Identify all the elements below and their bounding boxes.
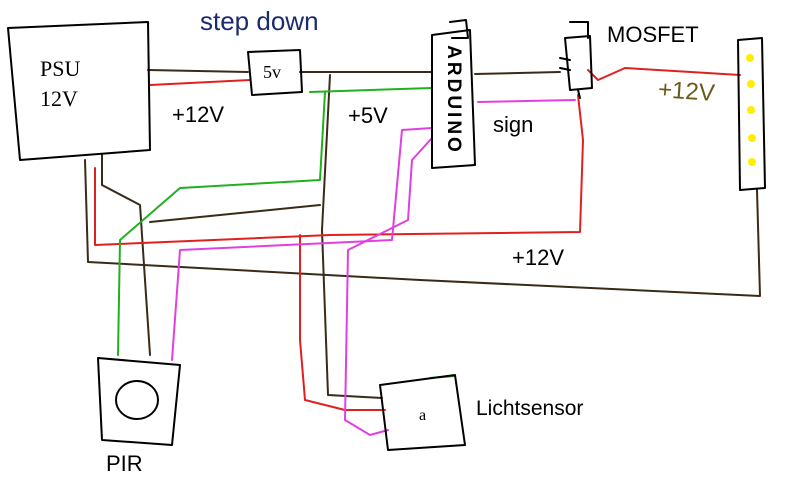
pir-sensor (97, 357, 181, 446)
lichtsensor-box (379, 374, 466, 451)
pir-label: PIR (106, 451, 143, 476)
signal-wire-arduino-sensor (344, 137, 433, 436)
green-wire-5v-arduino (309, 87, 433, 93)
lichtsensor-label: Lichtsensor (476, 397, 584, 420)
psu-voltage-label: 12V (40, 86, 78, 111)
ground-wire-psu-pir (101, 154, 151, 356)
mosfet-label: MOSFET (607, 22, 699, 47)
red-wire-psu-stepdown (149, 79, 251, 86)
lichtsensor-mark: a (419, 407, 427, 424)
led-dot (746, 54, 754, 62)
arduino-header (449, 19, 469, 39)
ground-wire-arduino-sensor (321, 74, 383, 399)
signal-wire-arduino-pir (171, 127, 433, 361)
ground-wire-top (147, 69, 561, 75)
plus12v-psu-label: +12V (172, 102, 224, 127)
plus12v-bottom-label: +12V (512, 245, 564, 270)
step-down-module (247, 49, 303, 96)
mosfet-tab (569, 21, 589, 39)
psu-box (7, 21, 151, 161)
sign-label: sign (493, 112, 534, 137)
led-dot (748, 134, 756, 142)
led-dot (747, 106, 755, 114)
mosfet-leads (559, 57, 581, 99)
signal-wire-arduino-mosfet (477, 99, 576, 103)
arduino-board (431, 29, 476, 169)
plus5v-label: +5V (348, 103, 388, 128)
mosfet-body (564, 35, 593, 91)
pir-lens (115, 380, 159, 420)
plus12v-strip-label: +12V (657, 76, 716, 107)
green-wire-5v-pir (117, 91, 326, 356)
step-down-label: step down (200, 6, 319, 36)
psu-label: PSU (40, 56, 81, 81)
red-wire-mosfet-strip (587, 67, 741, 81)
step-down-value-label: 5v (263, 62, 281, 82)
led-dot (748, 158, 756, 166)
arduino-label: ARDUINO (443, 45, 464, 155)
red-wire-to-lichtsensor (299, 234, 386, 411)
led-dot (747, 80, 755, 88)
ground-wire-pir-trunk (149, 204, 321, 223)
ground-wire-psu-strip (84, 159, 761, 297)
led-strip (737, 37, 766, 191)
red-wire-mosfet-down (94, 94, 584, 246)
